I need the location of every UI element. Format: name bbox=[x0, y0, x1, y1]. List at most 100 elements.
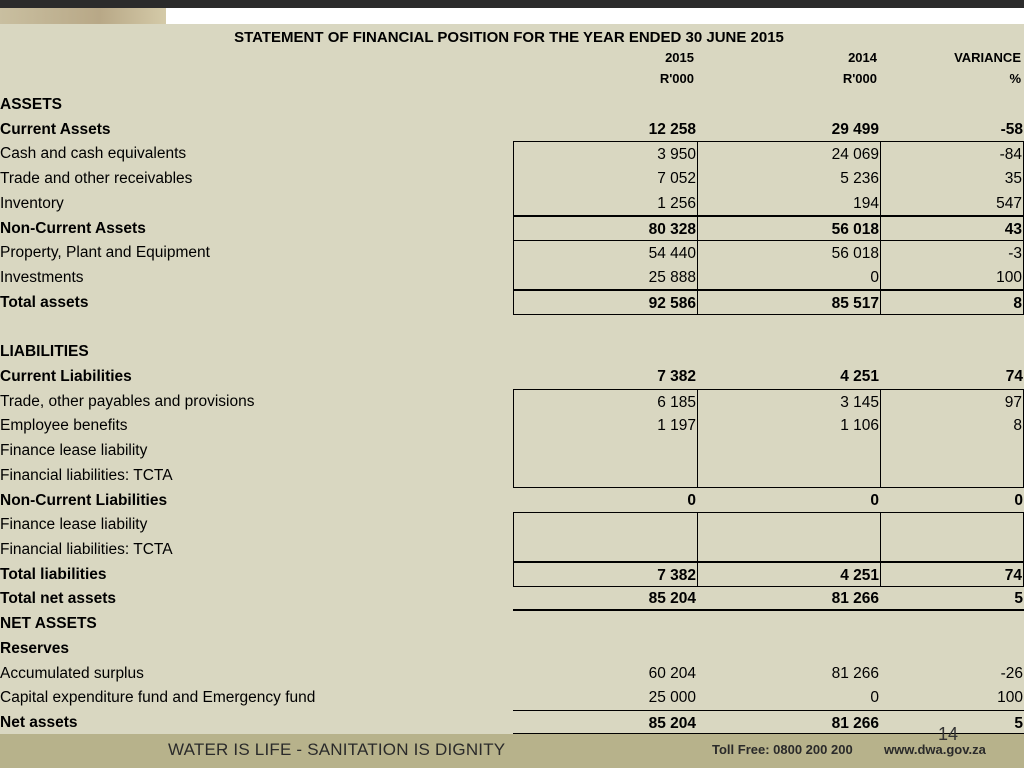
row-value: 0 bbox=[870, 491, 879, 509]
footer-slogan: WATER IS LIFE - SANITATION IS DIGNITY bbox=[168, 740, 506, 759]
footer-toll-free: Toll Free: 0800 200 200 bbox=[712, 742, 853, 757]
row-value: 0 bbox=[687, 491, 696, 509]
row-label: Total assets bbox=[0, 293, 89, 311]
row-value: -84 bbox=[880, 141, 1024, 167]
row-value: 35 bbox=[880, 166, 1024, 192]
row-value: 25 000 bbox=[648, 689, 696, 707]
header-strip bbox=[166, 8, 1024, 24]
row-label: LIABILITIES bbox=[0, 343, 89, 361]
row-label: Inventory bbox=[0, 194, 64, 212]
row-value: 81 266 bbox=[831, 664, 879, 682]
table-row: Finance lease liability bbox=[0, 438, 1024, 464]
row-value bbox=[880, 462, 1024, 488]
table-title: STATEMENT OF FINANCIAL POSITION FOR THE … bbox=[234, 29, 784, 46]
row-value: 80 328 bbox=[513, 215, 697, 241]
table-row: Inventory 1 256 194 547 bbox=[0, 190, 1024, 216]
table-row: Reserves bbox=[0, 636, 1024, 661]
row-value: 60 204 bbox=[648, 664, 696, 682]
top-bar bbox=[0, 0, 1024, 8]
row-value: -26 bbox=[1000, 664, 1023, 682]
row-value: 85 517 bbox=[697, 289, 880, 315]
row-value: 4 251 bbox=[697, 561, 880, 587]
row-value: 194 bbox=[697, 190, 880, 216]
row-value bbox=[513, 611, 697, 636]
row-label: Cash and cash equivalents bbox=[0, 145, 187, 163]
row-value: 7 382 bbox=[513, 561, 697, 587]
table-row: Finance lease liability bbox=[0, 512, 1024, 538]
row-value: 43 bbox=[880, 215, 1024, 241]
row-value bbox=[880, 438, 1024, 464]
row-label: Investments bbox=[0, 269, 84, 287]
row-value: 54 440 bbox=[513, 240, 697, 266]
row-label: Trade, other payables and provisions bbox=[0, 392, 255, 410]
row-value: 0 bbox=[697, 265, 880, 291]
row-value: 5 236 bbox=[697, 166, 880, 192]
row-value bbox=[880, 636, 1024, 661]
row-value: -58 bbox=[1000, 120, 1023, 138]
table-row: Current Liabilities 7 382 4 251 74 bbox=[0, 364, 1024, 389]
row-label: Reserves bbox=[0, 639, 69, 657]
table-row: Financial liabilities: TCTA bbox=[0, 536, 1024, 562]
row-value: 4 251 bbox=[840, 367, 879, 385]
row-label: Current Liabilities bbox=[0, 367, 132, 385]
row-value bbox=[513, 512, 697, 538]
table-row: Non-Current Liabilities 0 0 0 bbox=[0, 488, 1024, 513]
row-value: 85 204 bbox=[513, 710, 697, 735]
row-value: 7 382 bbox=[657, 367, 696, 385]
row-label: Net assets bbox=[0, 714, 78, 731]
footer bbox=[0, 734, 1024, 768]
row-label: Non-Current Liabilities bbox=[0, 491, 168, 509]
row-value bbox=[880, 512, 1024, 538]
row-label: Trade and other receivables bbox=[0, 170, 193, 188]
table-row: Trade and other receivables 7 052 5 236 35 bbox=[0, 166, 1024, 192]
row-value: 0 bbox=[1014, 491, 1023, 509]
table-row: NET ASSETS bbox=[0, 611, 1024, 636]
row-value: 547 bbox=[880, 190, 1024, 216]
row-value: 81 266 bbox=[697, 710, 880, 735]
row-value: 0 bbox=[870, 689, 879, 707]
row-value: 56 018 bbox=[697, 240, 880, 266]
row-value: 8 bbox=[880, 413, 1024, 439]
row-value bbox=[880, 611, 1024, 636]
row-value: 97 bbox=[880, 388, 1024, 414]
table-row: Financial liabilities: TCTA bbox=[0, 462, 1024, 488]
table-row: Total assets 92 586 85 517 8 bbox=[0, 289, 1024, 315]
row-value: 1 197 bbox=[513, 413, 697, 439]
row-label: ASSETS bbox=[0, 96, 63, 113]
row-label: Finance lease liability bbox=[0, 516, 148, 534]
table-row: LIABILITIES bbox=[0, 339, 1024, 364]
row-value bbox=[513, 636, 697, 661]
row-value: 1 106 bbox=[697, 413, 880, 439]
row-label: Non-Current Assets bbox=[0, 219, 146, 237]
table-row: Current Assets 12 258 29 499 -58 bbox=[0, 117, 1024, 142]
row-value: 3 950 bbox=[513, 141, 697, 167]
row-value bbox=[697, 512, 880, 538]
table-row: Employee benefits 1 197 1 106 8 bbox=[0, 413, 1024, 439]
row-label: Employee benefits bbox=[0, 417, 128, 435]
row-value bbox=[880, 92, 1024, 117]
row-value: 7 052 bbox=[513, 166, 697, 192]
row-value bbox=[513, 92, 697, 117]
row-value: 25 888 bbox=[513, 265, 697, 291]
row-value: 92 586 bbox=[513, 289, 697, 315]
row-value bbox=[697, 339, 880, 364]
row-label: Property, Plant and Equipment bbox=[0, 244, 210, 262]
table-row: Investments 25 888 0 100 bbox=[0, 265, 1024, 291]
row-label: Financial liabilities: TCTA bbox=[0, 540, 173, 558]
row-value bbox=[880, 339, 1024, 364]
row-label: Accumulated surplus bbox=[0, 664, 144, 682]
table-row: Capital expenditure fund and Emergency f… bbox=[0, 685, 1024, 710]
column-unit: R'000 bbox=[659, 71, 694, 86]
column-unit: R'000 bbox=[842, 71, 877, 86]
row-value bbox=[697, 438, 880, 464]
footer-website: www.dwa.gov.za bbox=[884, 742, 986, 757]
row-value bbox=[880, 536, 1024, 562]
row-label: NET ASSETS bbox=[0, 615, 97, 633]
row-value: 8 bbox=[880, 289, 1024, 315]
row-value bbox=[697, 462, 880, 488]
table-row: Accumulated surplus 60 204 81 266 -26 bbox=[0, 661, 1024, 686]
row-label: Total liabilities bbox=[0, 565, 107, 583]
table-row: Cash and cash equivalents 3 950 24 069 -84 bbox=[0, 141, 1024, 167]
column-header: 2014 bbox=[848, 50, 877, 65]
row-value bbox=[513, 536, 697, 562]
